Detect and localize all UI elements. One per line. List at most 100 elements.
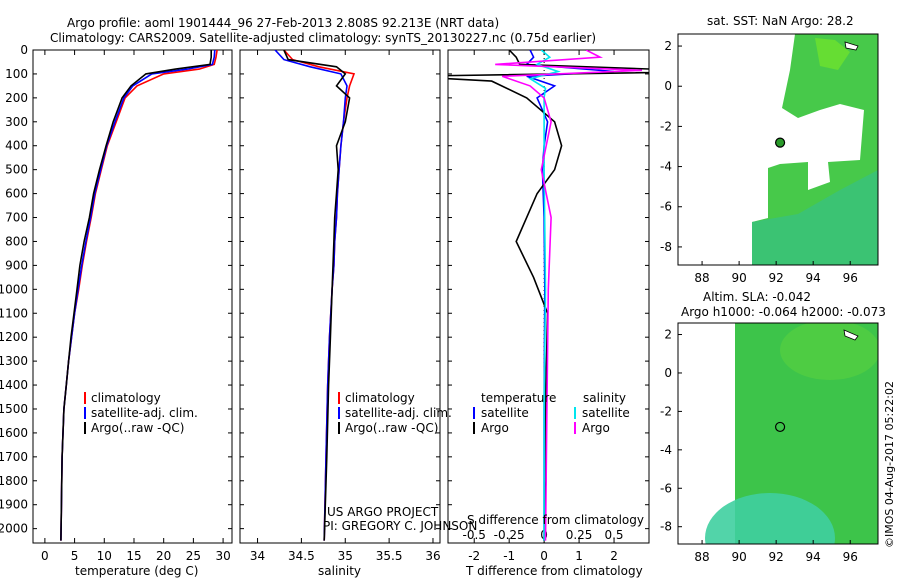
y-tick-label: 1300 [0,354,28,368]
map-x-tick-label: 90 [731,550,746,564]
y-tick-label: 1600 [0,426,28,440]
x-tick-label: 35 [338,549,353,563]
temperature-plot-frame [32,49,233,544]
map-y-tick-label: -4 [660,443,672,457]
map-x-tick-label: 92 [769,271,784,285]
x-tick-label: 0 [41,549,49,563]
legend-label-t-satellite: satellite [481,406,529,420]
t-difference-axis-label: T difference from climatology [465,564,643,578]
salinity-legend: climatology satellite-adj. clim. Argo(..… [338,391,452,435]
map-y-tick-label: -8 [660,240,672,254]
y-tick-label: 1000 [0,282,28,296]
sst-field-warm-patch [815,38,850,70]
salinity-diff-tick-label: 0.25 [566,528,593,542]
figure-title-line-2: Climatology: CARS2009. Satellite-adjuste… [50,31,596,45]
salinity-plot-frame [239,49,441,544]
map-x-tick-label: 90 [731,271,746,285]
series-group [448,50,649,541]
sla-field-high [705,493,835,544]
sla-map: Altim. SLA: -0.042 Argo h1000: -0.064 h2… [677,290,886,545]
sst-map-title: sat. SST: NaN Argo: 28.2 [707,14,854,28]
map-x-tick-label: 88 [694,550,709,564]
y-tick-label: 300 [5,115,28,129]
map-x-tick-label: 88 [694,271,709,285]
series-line-argo-raw-qc [60,50,212,541]
salinity-diff-tick-label: -0.25 [494,528,525,542]
y-tick-label: 700 [5,211,28,225]
figure-title-line-1: Argo profile: aoml 1901444_96 27-Feb-201… [67,16,499,30]
temperature-axis-label: temperature (deg C) [75,564,198,578]
y-tick-label: 500 [5,163,28,177]
salinity-axis-label: salinity [318,564,361,578]
map-y-tick-label: -2 [660,404,672,418]
series-group [60,50,218,541]
x-tick-label: 10 [97,549,112,563]
difference-legend: temperature satellite Argo salinity sate… [473,391,630,435]
y-tick-label: 1700 [0,450,28,464]
sla-map-axes: 88 90 92 94 96 2 0 -2 -4 -6 -8 [660,328,858,564]
map-x-tick-label: 96 [843,550,858,564]
project-annotation: US ARGO PROJECT [327,505,439,519]
y-tick-label: 1400 [0,378,28,392]
x-tick-label: 36 [425,549,440,563]
x-tick-label: 34 [250,549,265,563]
map-y-tick-label: -6 [660,200,672,214]
x-tick-label: 20 [156,549,171,563]
map-y-tick-label: 2 [664,39,672,53]
map-x-tick-label: 96 [843,271,858,285]
legend-label-s-argo: Argo [582,421,610,435]
y-tick-label: 200 [5,91,28,105]
legend-label-satellite: satellite-adj. clim. [345,406,452,420]
legend-label-satellite: satellite-adj. clim. [91,406,198,420]
x-tick-label: 34.5 [288,549,315,563]
map-y-tick-label: 2 [664,328,672,342]
legend-label-climatology: climatology [91,391,161,405]
y-tick-label: 100 [5,67,28,81]
y-tick-label: 2000 [0,522,28,536]
sla-map-frame [677,322,879,545]
x-tick-label: 15 [126,549,141,563]
legend-label-t-argo: Argo [481,421,509,435]
map-y-tick-label: -2 [660,119,672,133]
x-tick-label: 1 [575,549,583,563]
map-x-tick-label: 92 [769,550,784,564]
y-tick-label: 1900 [0,498,28,512]
y-tick-label: 0 [20,43,28,57]
imos-timestamp: ©IMOS 04-Aug-2017 05:22:02 [883,381,896,548]
sst-map-axes: 88 90 92 94 96 2 0 -2 -4 -6 -8 [660,39,858,285]
y-tick-label: 1800 [0,474,28,488]
temperature-plot: 0 5 10 15 20 25 300100200300400500600700800900… [0,43,232,563]
sla-argo-location-marker [774,421,786,433]
legend-title-salinity: salinity [583,391,626,405]
y-tick-label: 800 [5,234,28,248]
series-line-salinity-satellite [528,50,561,541]
series-line-salinity-argo [495,50,643,541]
sla-field-low [780,323,878,380]
map-y-tick-label: 0 [664,79,672,93]
salinity-diff-tick-label: 0.5 [604,528,623,542]
temperature-legend: climatology satellite-adj. clim. Argo(..… [84,391,198,435]
x-tick-label: 0 [540,549,548,563]
map-x-tick-label: 94 [806,271,821,285]
map-y-tick-label: 0 [664,366,672,380]
y-tick-label: 400 [5,139,28,153]
salinity-plot: 34 34.5 35 35.5 36 [240,49,441,563]
s-difference-axis-label: S difference from climatology [467,513,644,527]
map-x-tick-label: 94 [806,550,821,564]
series-line-satellite-adj-clim [274,50,348,541]
sla-map-subtitle: Argo h1000: -0.064 h2000: -0.073 [681,305,886,319]
legend-title-temperature: temperature [481,391,556,405]
map-y-tick-label: -4 [660,160,672,174]
legend-label-climatology: climatology [345,391,415,405]
sst-argo-location-marker [774,137,786,148]
legend-label-argo: Argo(..raw -QC) [345,421,438,435]
x-tick-label: 25 [186,549,201,563]
y-tick-label: 1100 [0,306,28,320]
x-tick-label: 35.5 [376,549,403,563]
sla-map-field [705,323,878,544]
x-tick-label: 2 [610,549,618,563]
pi-annotation: PI: GREGORY C. JOHNSON [323,519,477,533]
x-tick-label: -2 [468,549,480,563]
